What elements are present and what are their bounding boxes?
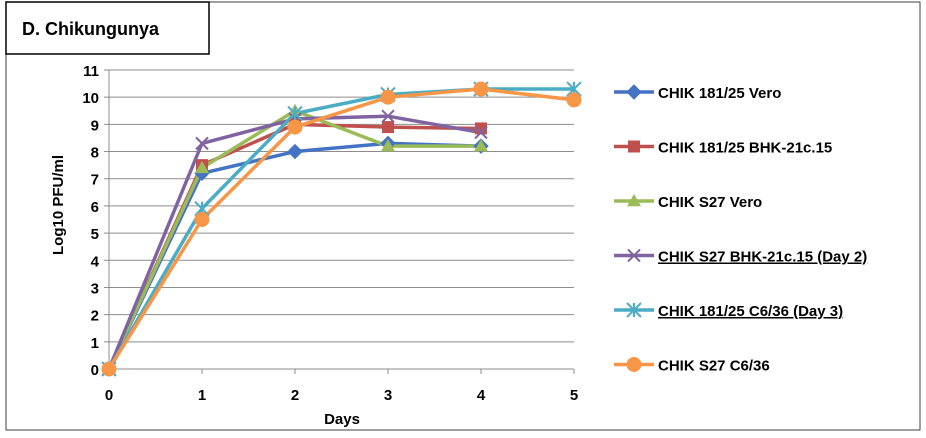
y-axis-label: Log10 PFU/ml xyxy=(50,155,67,255)
series-line xyxy=(107,87,574,370)
x-axis-ticks: 0 1 2 3 4 5 xyxy=(105,369,578,404)
y-tick-label: 8 xyxy=(91,145,99,162)
data-point xyxy=(626,357,642,372)
data-point xyxy=(627,194,641,207)
legend-label: CHIK S27 BHK-21c.15 (Day 2) xyxy=(658,249,867,266)
data-point xyxy=(475,122,487,135)
x-tick-label: 0 xyxy=(105,387,113,404)
data-point xyxy=(380,89,396,105)
chart-border xyxy=(5,1,921,431)
data-point xyxy=(381,139,395,152)
x-tick-label: 3 xyxy=(384,387,392,404)
y-tick-label: 9 xyxy=(91,117,99,134)
y-tick-label: 11 xyxy=(83,63,99,80)
x-axis-label: Days xyxy=(324,411,360,428)
legend-label: CHIK 181/25 BHK-21c.15 xyxy=(658,140,832,157)
y-tick-label: 0 xyxy=(91,362,99,379)
y-tick-label: 1 xyxy=(91,335,99,352)
legend-label: CHIK 181/25 C6/36 (Day 3) xyxy=(658,303,843,320)
data-point xyxy=(474,139,488,152)
data-point xyxy=(382,121,394,134)
y-tick-label: 4 xyxy=(91,253,100,270)
data-point xyxy=(626,302,642,318)
legend: CHIK 181/25 Vero CHIK 181/25 BHK-21c.15 CH… xyxy=(614,84,867,375)
x-tick-label: 2 xyxy=(291,387,299,404)
y-tick-label: 7 xyxy=(91,172,99,189)
data-point xyxy=(287,143,303,160)
y-axis-ticks: 0 1 2 3 4 5 6 7 8 9 10 11 xyxy=(82,63,109,379)
chart-title: D. Chikungunya xyxy=(22,19,160,39)
y-tick-label: 5 xyxy=(91,226,99,243)
data-point xyxy=(195,136,209,151)
data-point xyxy=(473,81,489,97)
x-tick-label: 5 xyxy=(570,387,578,404)
x-tick-label: 4 xyxy=(477,387,486,404)
data-point xyxy=(626,84,642,100)
data-point xyxy=(381,109,395,123)
data-point xyxy=(287,119,303,135)
y-tick-label: 10 xyxy=(82,90,99,107)
series-markers xyxy=(101,81,582,377)
y-tick-label: 2 xyxy=(91,308,99,325)
legend-label: CHIK 181/25 Vero xyxy=(658,85,781,102)
data-point xyxy=(628,140,640,153)
legend-label: CHIK S27 C6/36 xyxy=(658,358,770,375)
data-point xyxy=(566,92,582,108)
y-tick-label: 6 xyxy=(91,199,99,216)
axes xyxy=(108,70,574,370)
title-box-frame xyxy=(5,1,210,55)
x-tick-label: 1 xyxy=(198,387,206,404)
data-point xyxy=(287,105,303,122)
data-point xyxy=(627,248,641,263)
legend-label: CHIK S27 Vero xyxy=(658,194,762,211)
data-point xyxy=(474,125,488,140)
series-line xyxy=(107,87,575,370)
data-point xyxy=(101,361,117,377)
title-box: D. Chikungunya xyxy=(5,1,210,55)
y-tick-label: 3 xyxy=(91,280,99,297)
data-point xyxy=(195,160,209,174)
data-point xyxy=(194,212,210,227)
